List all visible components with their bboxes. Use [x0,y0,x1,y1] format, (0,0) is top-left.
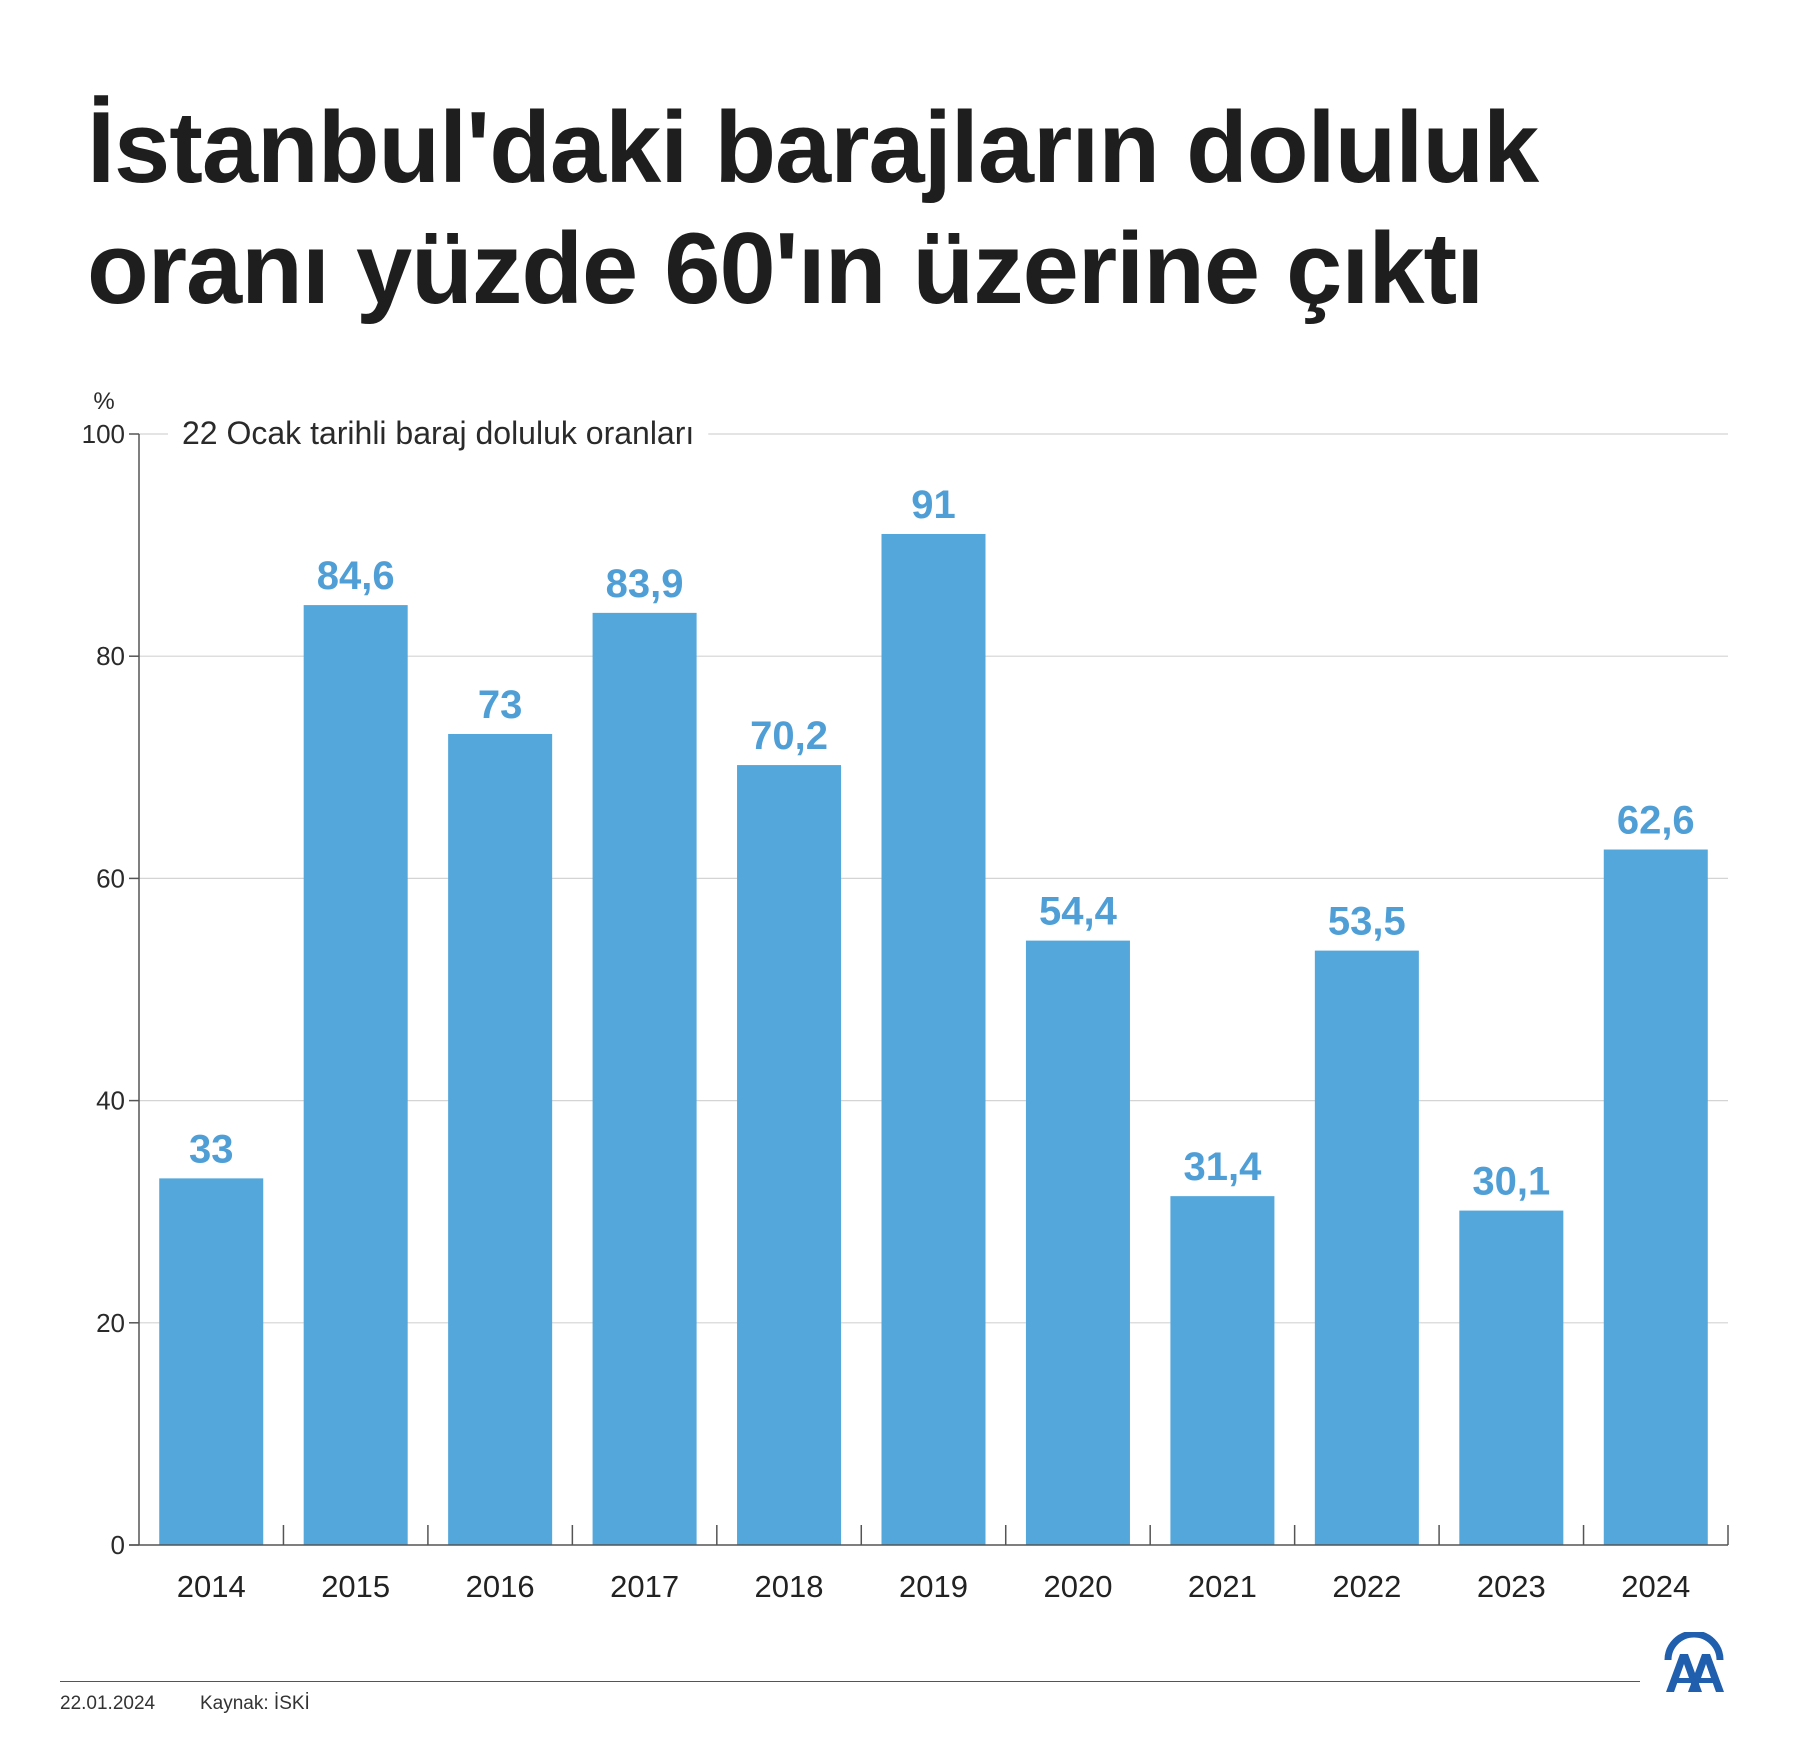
bar-2018 [737,765,842,1545]
footer-source: Kaynak: İSKİ [200,1693,310,1714]
y-tick-label: 20 [96,1308,125,1338]
x-tick-label-2016: 2016 [466,1569,535,1604]
data-label-2014: 33 [189,1127,234,1171]
x-tick-label-2017: 2017 [610,1569,679,1604]
y-tick-label: 100 [82,419,125,449]
bars: 33 84,6 73 83,9 70,2 91 54,4 31,4 53,5 30,1 62,6 [159,483,1708,1545]
bar-2020 [1025,940,1130,1545]
page-title: İstanbul'daki barajların doluluk oranı y… [87,88,1727,330]
y-tick-label: 60 [96,863,125,893]
data-label-2016: 73 [478,683,523,727]
bar-2014 [159,1178,264,1545]
chart-subtitle: 22 Ocak tarihli baraj doluluk oranları [182,415,694,451]
y-axis: 0 20 40 60 80 100 [82,419,140,1560]
footer-date: 22.01.2024 [60,1693,156,1714]
data-label-2015: 84,6 [317,554,395,598]
aa-logo-icon [1664,1632,1724,1692]
data-label-2022: 53,5 [1328,900,1406,944]
x-tick-label-2015: 2015 [321,1569,390,1604]
x-axis: 2014 2015 2016 2017 2018 2019 2020 2021 2022 2023… [129,1525,1729,1604]
bar-2019 [881,533,986,1545]
y-tick-label: 80 [96,641,125,671]
data-label-2020: 54,4 [1039,890,1118,934]
x-tick-label-2020: 2020 [1043,1569,1112,1604]
title-line-2: oranı yüzde 60'ın üzerine çıktı [87,213,1484,325]
subtitle-background [168,411,709,455]
data-label-2018: 70,2 [750,714,828,758]
footer-divider [60,1681,1640,1682]
x-tick-label-2019: 2019 [899,1569,968,1604]
bar-2022 [1314,950,1419,1545]
x-tick-label-2018: 2018 [755,1569,824,1604]
bar-2023 [1459,1210,1564,1545]
x-tick-label-2022: 2022 [1332,1569,1401,1604]
y-tick-label: 0 [111,1530,125,1560]
x-tick-label-2023: 2023 [1477,1569,1546,1604]
y-axis-unit-label: % [93,388,114,415]
bar-2016 [448,733,553,1545]
x-tick-label-2014: 2014 [177,1569,246,1604]
x-tick-label-2024: 2024 [1621,1569,1690,1604]
data-label-2017: 83,9 [606,562,684,606]
x-tick-label-2021: 2021 [1188,1569,1257,1604]
data-label-2019: 91 [911,483,956,527]
data-label-2023: 30,1 [1472,1160,1550,1204]
y-tick-label: 40 [96,1086,125,1116]
title-line-1: İstanbul'daki barajların doluluk [87,92,1539,204]
data-label-2021: 31,4 [1183,1145,1262,1189]
bar-chart: 0 20 40 60 80 100 % 22 Ocak tarihli baraj dol… [82,388,1729,1604]
bar-2024 [1603,849,1708,1545]
bar-2017 [592,612,697,1545]
bar-2021 [1170,1196,1275,1545]
data-label-2024: 62,6 [1617,799,1695,843]
bar-2015 [303,605,408,1545]
